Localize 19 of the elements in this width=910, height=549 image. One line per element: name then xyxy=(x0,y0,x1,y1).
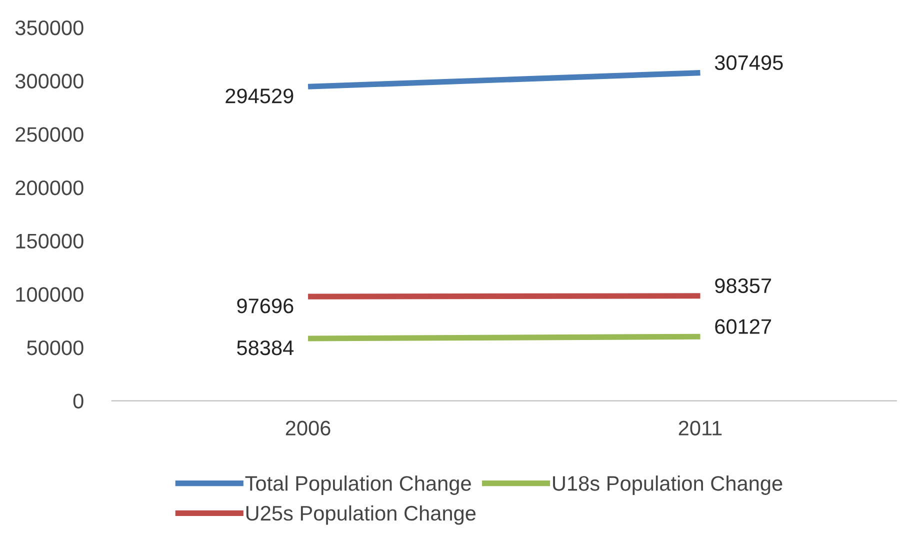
data-label: 307495 xyxy=(714,55,783,70)
y-tick-label: 300000 xyxy=(15,74,84,89)
y-tick-label: 50000 xyxy=(27,340,84,356)
y-tick-label: 350000 xyxy=(15,20,84,36)
y-tick-label: 150000 xyxy=(16,234,84,249)
data-label: 294529 xyxy=(226,88,294,104)
y-tick-label: 250000 xyxy=(16,127,84,142)
y-tick-label: 0 xyxy=(73,394,84,409)
legend-label: Total Population Change xyxy=(245,476,471,495)
y-tick-label: 100000 xyxy=(16,287,84,302)
x-tick-label: 2011 xyxy=(678,420,722,436)
y-tick-label: 200000 xyxy=(16,180,84,196)
data-label: 60127 xyxy=(715,319,772,334)
x-tick-label: 2006 xyxy=(286,420,330,436)
data-label: 98357 xyxy=(715,278,772,294)
data-label: 58384 xyxy=(237,340,294,356)
data-label: 97696 xyxy=(237,298,294,314)
legend-label: U18s Population Change xyxy=(553,476,782,495)
legend-label: U25s Population Change xyxy=(246,505,476,525)
